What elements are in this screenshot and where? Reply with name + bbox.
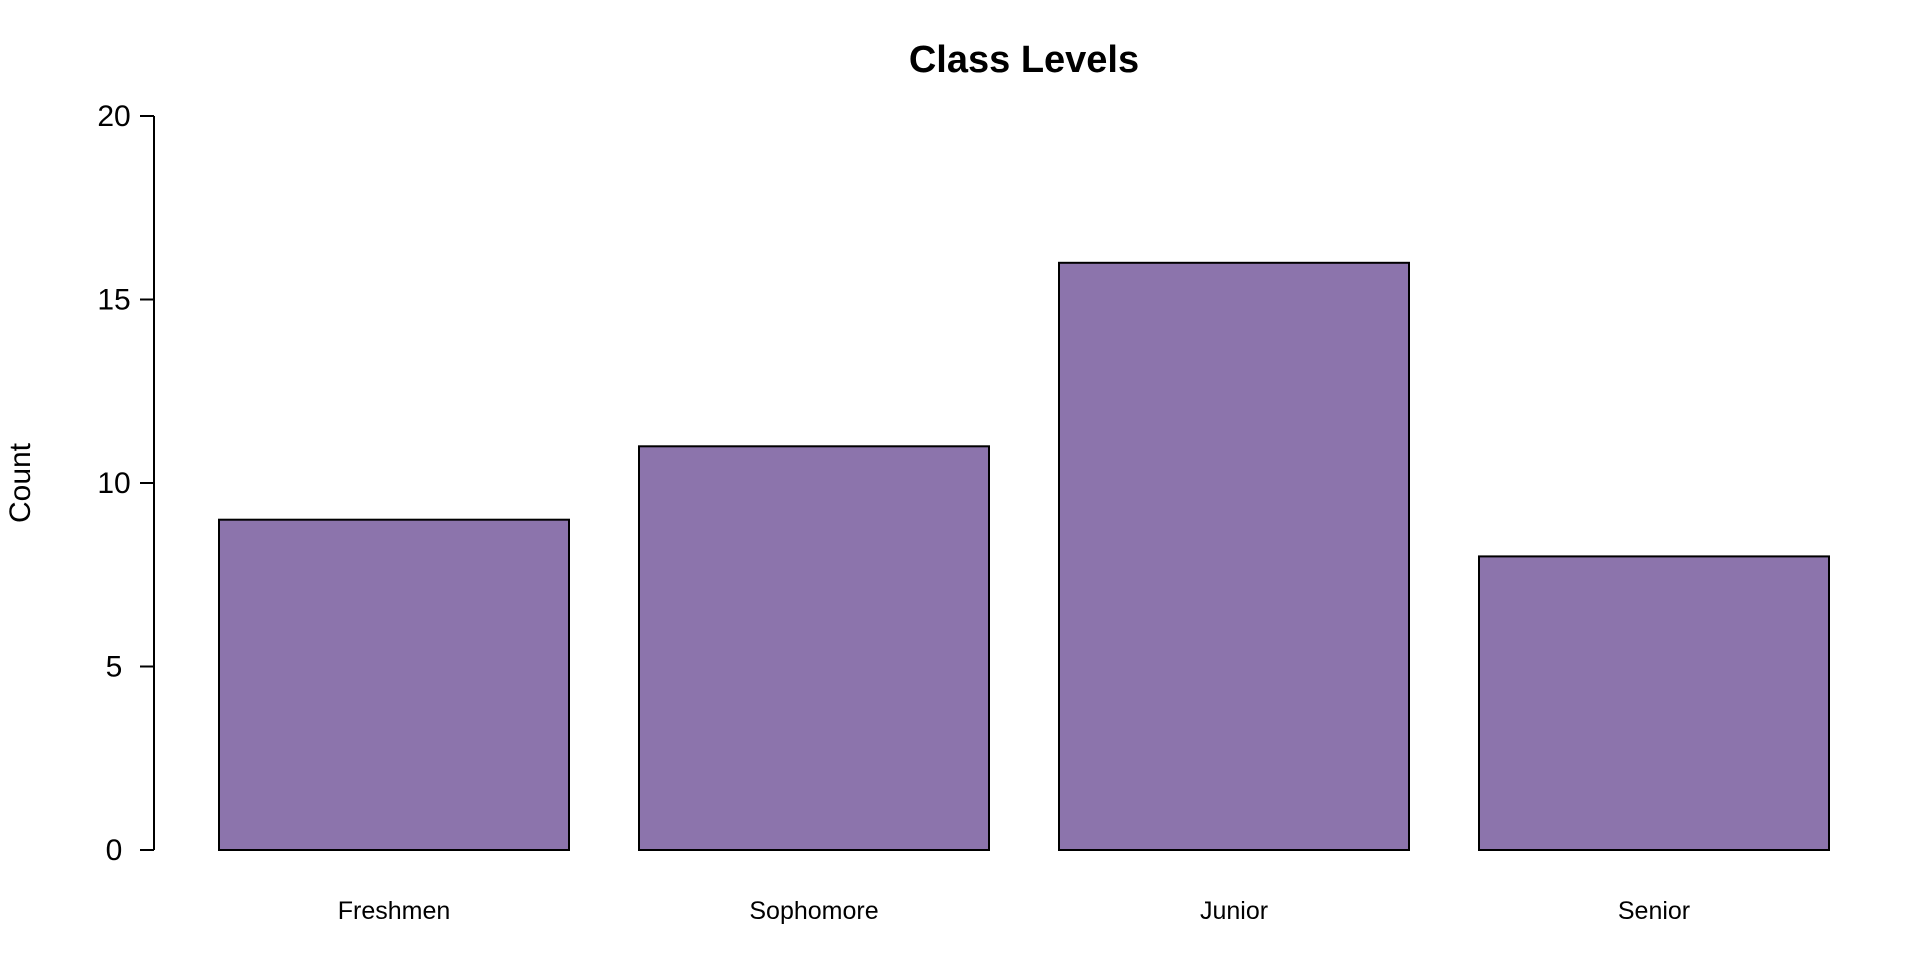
bar-freshmen [218, 518, 570, 851]
x-tick-label-freshmen: Freshmen [338, 897, 451, 925]
x-tick-label-senior: Senior [1618, 897, 1690, 925]
bar-senior [1478, 555, 1830, 852]
y-axis: 0 5 10 15 20 [97, 100, 155, 867]
x-tick-label-sophomore: Sophomore [749, 897, 878, 925]
bars-group [218, 261, 1830, 852]
bar-junior [1058, 261, 1410, 851]
bar-sophomore [638, 445, 990, 851]
x-tick-label-junior: Junior [1200, 897, 1268, 925]
x-tick-labels: Freshmen Sophomore Junior Senior [338, 897, 1690, 925]
y-tick-label: 0 [106, 834, 123, 867]
y-tick-label: 15 [97, 284, 130, 317]
y-axis-label: Count [4, 442, 37, 523]
chart-title: Class Levels [909, 39, 1139, 81]
y-tick-label: 5 [106, 651, 123, 684]
y-tick-label: 20 [97, 100, 130, 133]
y-tick-label: 10 [97, 467, 130, 500]
